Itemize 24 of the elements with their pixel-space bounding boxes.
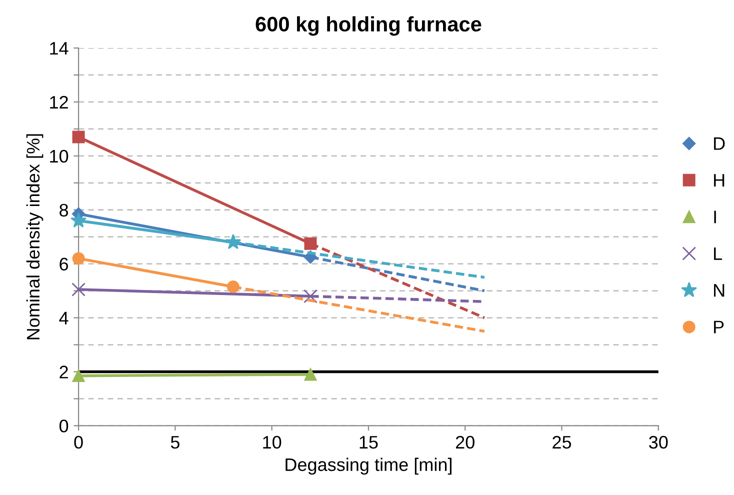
x-axis-title: Degassing time [min] [286,458,452,475]
chart-title: 600 kg holding furnace [256,16,482,36]
y-axis-title: Nominal density index [%] [26,134,44,340]
y-tick-label: 14 [50,42,68,55]
legend-label: P [714,320,724,334]
x-tick-label: 5 [170,436,180,449]
x-tick-label: 25 [552,436,572,449]
legend-label: H [714,174,724,186]
legend-label: D [714,137,725,150]
y-tick-label: 10 [50,150,68,163]
y-tick-label: 2 [60,366,68,378]
x-tick-label: 0 [74,436,83,449]
x-tick-label: 15 [360,436,378,449]
x-tick-label: 30 [649,436,668,449]
x-tick-label: 10 [263,436,282,449]
y-tick-label: 6 [60,258,68,271]
legend-label: I [714,210,716,224]
legend-label: N [714,284,724,297]
x-tick-label: 20 [456,436,474,449]
y-tick-label: 0 [59,420,68,432]
y-tick-label: 8 [60,204,68,217]
y-tick-label: 12 [50,96,68,109]
legend-label: L [714,247,722,260]
y-tick-label: 4 [59,312,68,324]
